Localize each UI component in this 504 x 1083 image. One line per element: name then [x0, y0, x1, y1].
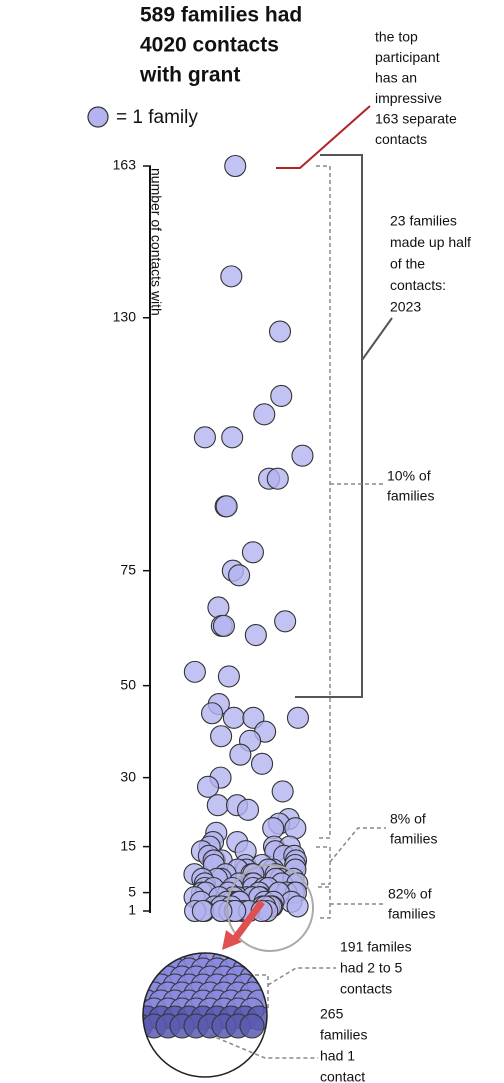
annotation: 8% of: [390, 811, 426, 827]
zoom-arrow: [231, 899, 265, 943]
family-dot: [215, 495, 238, 518]
annotation: families: [390, 831, 437, 847]
family-dot: [228, 564, 251, 587]
eight-bracket: [316, 827, 386, 885]
annotation: had 2 to 5: [340, 960, 402, 976]
annotation: had 1: [320, 1048, 355, 1064]
family-dot: [244, 624, 267, 647]
annotation: 191 familes: [340, 939, 412, 955]
family-dot: [217, 665, 240, 688]
one-connector: [209, 1034, 318, 1059]
annotation: 2023: [390, 299, 421, 315]
family-dot: [191, 899, 214, 923]
half-bracket: [295, 154, 363, 698]
family-dot: [262, 817, 285, 840]
family-dot: [221, 426, 244, 449]
family-dot: [286, 706, 310, 729]
family-dot: [183, 660, 206, 683]
annotation: contacts: [375, 131, 427, 147]
family-dot: [229, 743, 252, 766]
y-tick-label: 1: [128, 902, 136, 918]
annotation: families: [388, 906, 435, 922]
title-line: with grant: [139, 64, 240, 87]
zoom-circle: [142, 952, 268, 1078]
zoom-dot: [143, 953, 153, 975]
annotation: contact: [320, 1069, 365, 1083]
annotation: families: [320, 1027, 367, 1043]
two-five-bracket: [255, 967, 336, 1011]
annotation: 10% of: [387, 468, 431, 484]
half-connector: [361, 317, 393, 361]
family-dot: [224, 154, 247, 178]
family-dot: [291, 444, 314, 467]
y-tick-label: 15: [120, 837, 136, 853]
top-connector: [276, 105, 371, 169]
family-dot: [200, 702, 224, 725]
family-dot: [250, 752, 274, 775]
family-dot: [271, 780, 294, 803]
magnifier-ring: [226, 864, 314, 952]
zoom-arrow-head: [222, 930, 242, 950]
zoom-detail: [143, 953, 267, 1039]
family-dot: [253, 403, 276, 426]
y-tick-label: 30: [120, 768, 136, 784]
annotation: impressive: [375, 90, 442, 106]
eighty-two-bracket: [318, 886, 386, 919]
family-dot: [196, 775, 220, 798]
annotation: made up half: [390, 234, 471, 250]
family-dot: [193, 426, 216, 449]
family-dot: [284, 817, 307, 840]
y-tick-label: 163: [113, 157, 137, 173]
y-tick-label: 130: [113, 308, 137, 324]
y-axis-label: number of contacts with: [148, 168, 164, 316]
family-dot: [206, 794, 229, 817]
annotation: of the: [390, 256, 425, 272]
legend-label: = 1 family: [116, 107, 198, 128]
family-dot: [222, 706, 245, 729]
annotation: families: [387, 488, 434, 504]
family-dot: [236, 798, 260, 821]
family-dot: [212, 614, 236, 637]
annotation: contacts: [340, 981, 392, 997]
annotation: 163 separate: [375, 111, 457, 127]
annotation: contacts:: [390, 277, 446, 293]
ten-bracket: [316, 165, 384, 839]
annotation: 23 families: [390, 213, 457, 229]
family-dot: [274, 610, 297, 633]
family-dot: [210, 725, 233, 748]
annotation: has an: [375, 70, 417, 86]
annotation: participant: [375, 49, 440, 65]
annotation: the top: [375, 29, 418, 45]
family-dot: [207, 596, 230, 619]
legend-marker: [87, 106, 109, 128]
y-tick-label: 75: [120, 561, 136, 577]
title-line: 4020 contacts: [140, 34, 279, 57]
family-dot: [220, 265, 243, 288]
zoom-dot: [239, 1013, 265, 1039]
y-tick-label: 5: [128, 883, 136, 899]
annotation: 265: [320, 1006, 344, 1022]
family-dot: [270, 384, 293, 407]
family-dot: [241, 541, 264, 564]
family-dot: [266, 467, 289, 490]
annotation: 82% of: [388, 886, 432, 902]
y-tick-label: 50: [120, 676, 136, 692]
family-dot: [268, 320, 292, 343]
zoom-dot: [143, 965, 153, 991]
family-dot: [286, 895, 309, 918]
marks: [183, 154, 314, 923]
title-line: 589 families had: [140, 4, 302, 27]
